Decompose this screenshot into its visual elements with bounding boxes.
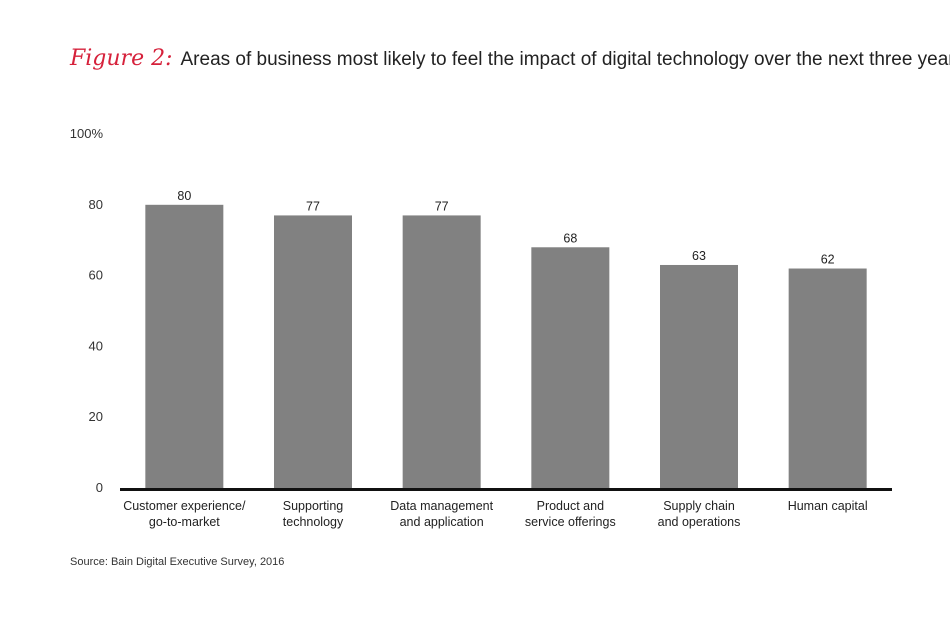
source-note: Source: Bain Digital Executive Survey, 2… (70, 556, 285, 568)
x-tick-label: Supporting (283, 499, 344, 513)
figure-title-text: Areas of business most likely to feel th… (180, 49, 950, 70)
y-tick-label: 100% (70, 126, 104, 141)
x-tick-label: service offerings (525, 515, 616, 529)
x-tick-label: Data management (390, 499, 493, 513)
x-tick-label: technology (283, 515, 344, 529)
figure-title: Figure 2: Areas of business most likely t… (70, 46, 950, 71)
x-tick-label: Product and (537, 499, 604, 513)
x-tick-label: and operations (658, 515, 741, 529)
y-tick-label: 20 (89, 409, 103, 424)
data-label: 62 (821, 253, 835, 267)
data-label: 68 (563, 231, 577, 245)
data-label: 77 (435, 199, 449, 213)
x-tick-label: Customer experience/ (123, 499, 246, 513)
bar (145, 204, 224, 489)
x-tick-label: Supply chain (663, 499, 735, 513)
bar (402, 215, 481, 489)
y-tick-label: 0 (96, 480, 103, 495)
data-label: 77 (306, 199, 320, 213)
bar (660, 264, 738, 488)
data-label: 63 (692, 249, 706, 263)
y-tick-label: 40 (89, 338, 103, 353)
x-tick-label: Human capital (788, 499, 868, 513)
bar (274, 215, 352, 489)
y-tick-label: 80 (89, 197, 103, 212)
bar (788, 268, 867, 488)
y-tick-label: 60 (89, 268, 103, 283)
figure-label: Figure 2: (70, 46, 173, 71)
x-tick-label: go-to-market (149, 515, 220, 529)
x-tick-label: and application (400, 515, 484, 529)
x-axis-line (120, 488, 892, 491)
data-label: 80 (177, 189, 191, 203)
bar (531, 247, 610, 488)
